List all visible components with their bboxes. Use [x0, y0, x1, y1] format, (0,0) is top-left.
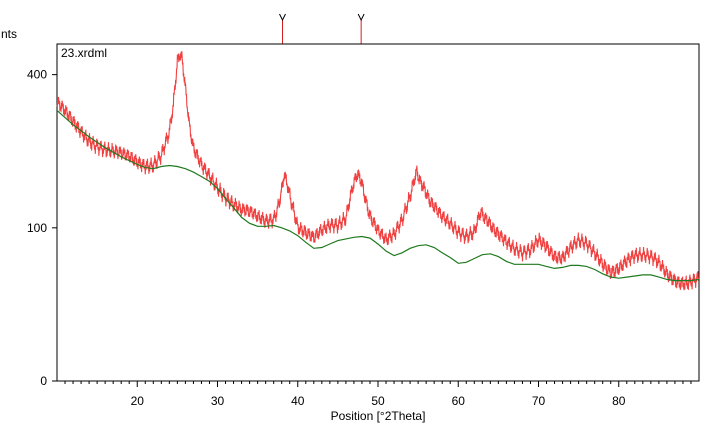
x-tick-label: 30: [211, 394, 225, 408]
x-tick-label: 20: [131, 394, 145, 408]
peak-marker-layer: [279, 13, 365, 44]
x-tick-label: 50: [371, 394, 385, 408]
x-tick-label: 80: [612, 394, 626, 408]
plot-area: [56, 51, 700, 291]
measured-pattern-line: [56, 51, 700, 291]
x-tick-label: 60: [452, 394, 466, 408]
x-axis: 20 30 40 50 60 70 80: [64, 381, 692, 408]
peak-marker-arrow: [357, 13, 365, 22]
y-tick-label: 0: [40, 374, 47, 388]
y-tick-label: 100: [27, 221, 47, 235]
x-tick-label: 70: [532, 394, 546, 408]
x-tick-label: 40: [291, 394, 305, 408]
file-label: 23.xrdml: [61, 46, 107, 60]
y-axis: 0 100 400: [27, 68, 57, 388]
plot-frame: [56, 43, 700, 382]
y-axis-title-fragment: nts: [1, 27, 17, 41]
x-axis-title: Position [°2Theta]: [331, 409, 426, 423]
background-fit-line: [56, 109, 700, 282]
peak-marker-arrow: [279, 13, 286, 22]
y-tick-label: 400: [27, 68, 47, 82]
